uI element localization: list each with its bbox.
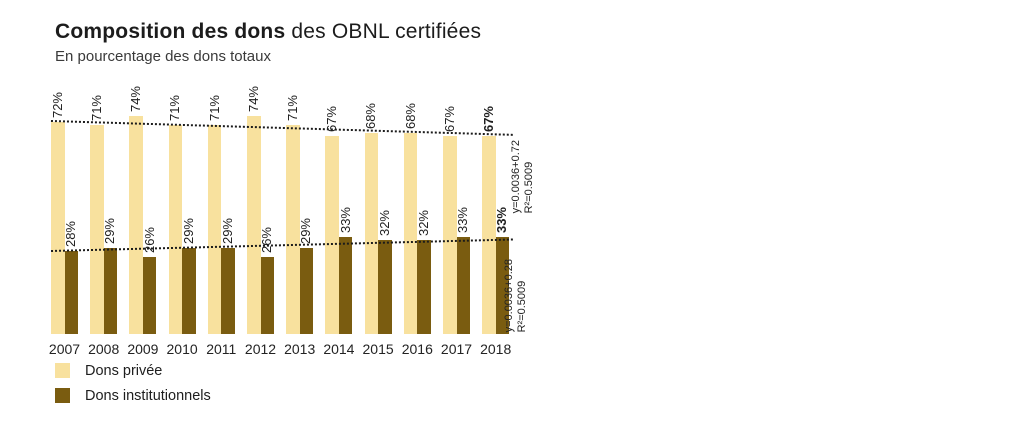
trendline-equation-formula: y=0.0036+0.72 (510, 140, 522, 214)
bar-value-label: 68% (402, 103, 418, 130)
chart-legend: Dons privée Dons institutionnels (55, 358, 211, 408)
bar-value-label: 33% (337, 206, 353, 233)
bar-dons-privee (247, 115, 261, 334)
x-axis-label: 2011 (206, 341, 237, 357)
x-axis-label: 2007 (48, 341, 81, 357)
bar-value-label: 26% (259, 227, 275, 254)
bar-value-label: 29% (298, 218, 314, 245)
chart-title-rest: des OBNL certifiées (285, 20, 482, 43)
bar-dons-privee (325, 136, 339, 334)
bar-value-label: 72% (49, 91, 65, 118)
bar-value-label: 29% (180, 218, 196, 245)
bar-value-label: 71% (88, 94, 104, 121)
legend-item: Dons institutionnels (55, 383, 211, 408)
bar-value-label: 26% (141, 227, 157, 254)
bar-dons-institutionnels (456, 236, 470, 334)
bar-dons-privee (443, 136, 457, 334)
chart-subtitle: En pourcentage des dons totaux (55, 48, 271, 65)
bar-dons-privee (364, 133, 379, 334)
bar-value-label: 32% (416, 209, 432, 236)
bar-dons-institutionnels (495, 236, 510, 334)
bar-dons-institutionnels (260, 257, 274, 334)
bar-value-label: 67% (324, 106, 340, 133)
legend-label: Dons privée (85, 362, 163, 379)
trendline-equation: y=0.0036+0.72 R²=0.5009 (510, 140, 536, 213)
bar-dons-privee (129, 115, 143, 334)
bar-dons-institutionnels (182, 248, 196, 334)
bar-dons-institutionnels (103, 248, 118, 334)
bar-value-label: 29% (102, 218, 118, 245)
x-axis-label: 2010 (166, 341, 198, 357)
bar-dons-privee (207, 124, 222, 334)
bar-value-label: 71% (206, 94, 222, 121)
bar-value-label: 68% (363, 103, 379, 130)
bar-dons-privee (403, 133, 418, 334)
trendline-equation-r2: R²=0.5009 (516, 280, 528, 332)
bar-value-label: 33% (455, 206, 471, 233)
bar-dons-institutionnels (417, 239, 431, 334)
bar-value-label: 71% (167, 94, 183, 121)
chart-title: Composition des dons des OBNL certifiées (55, 20, 481, 44)
x-axis-label: 2017 (440, 341, 473, 357)
bar-value-label: 28% (63, 221, 79, 248)
x-axis-label: 2016 (401, 341, 433, 357)
x-axis-label: 2008 (88, 341, 120, 357)
trendline-equation-r2: R²=0.5009 (523, 161, 535, 214)
bar-value-label: 67% (480, 106, 496, 133)
bar-dons-institutionnels (64, 251, 78, 334)
x-axis-label: 2015 (362, 341, 394, 357)
chart-plot: 2007 2008 2009 2010 2011 2012 2013 2014 2015 2016… (49, 86, 535, 357)
x-axis-label: 2018 (480, 341, 512, 357)
bar-dons-institutionnels (221, 248, 235, 334)
bar-dons-institutionnels (299, 248, 314, 334)
bar-dons-privee (90, 124, 104, 334)
x-axis-label: 2012 (244, 341, 277, 357)
chart-title-emphasis: Composition des dons (55, 20, 286, 43)
trendline-equation-formula: y=0.0036+0.28 (503, 258, 515, 332)
bar-value-label: 71% (284, 94, 300, 121)
x-axis-label: 2009 (127, 341, 159, 357)
legend-label: Dons institutionnels (85, 387, 211, 404)
legend-swatch (55, 388, 70, 403)
x-axis-label: 2014 (323, 341, 355, 357)
bar-value-label: 74% (245, 85, 261, 112)
bar-dons-institutionnels (378, 239, 392, 334)
x-axis-label: 2013 (284, 341, 316, 357)
bar-value-label: 32% (376, 209, 392, 236)
bar-value-label: 29% (220, 218, 236, 245)
bar-dons-institutionnels (142, 257, 157, 334)
trendline-equation: y=0.0036+0.28 R²=0.5009 (503, 259, 529, 332)
legend-item: Dons privée (55, 358, 211, 383)
bar-value-label: 67% (441, 106, 457, 133)
bar-dons-privee (482, 136, 496, 334)
bar-dons-privee (51, 121, 65, 334)
bar-dons-privee (286, 124, 300, 334)
bar-dons-institutionnels (338, 236, 353, 334)
bar-value-label: 74% (128, 85, 144, 112)
bar-value-label: 33% (494, 206, 510, 233)
bar-dons-privee (168, 124, 183, 334)
legend-swatch (55, 363, 70, 378)
